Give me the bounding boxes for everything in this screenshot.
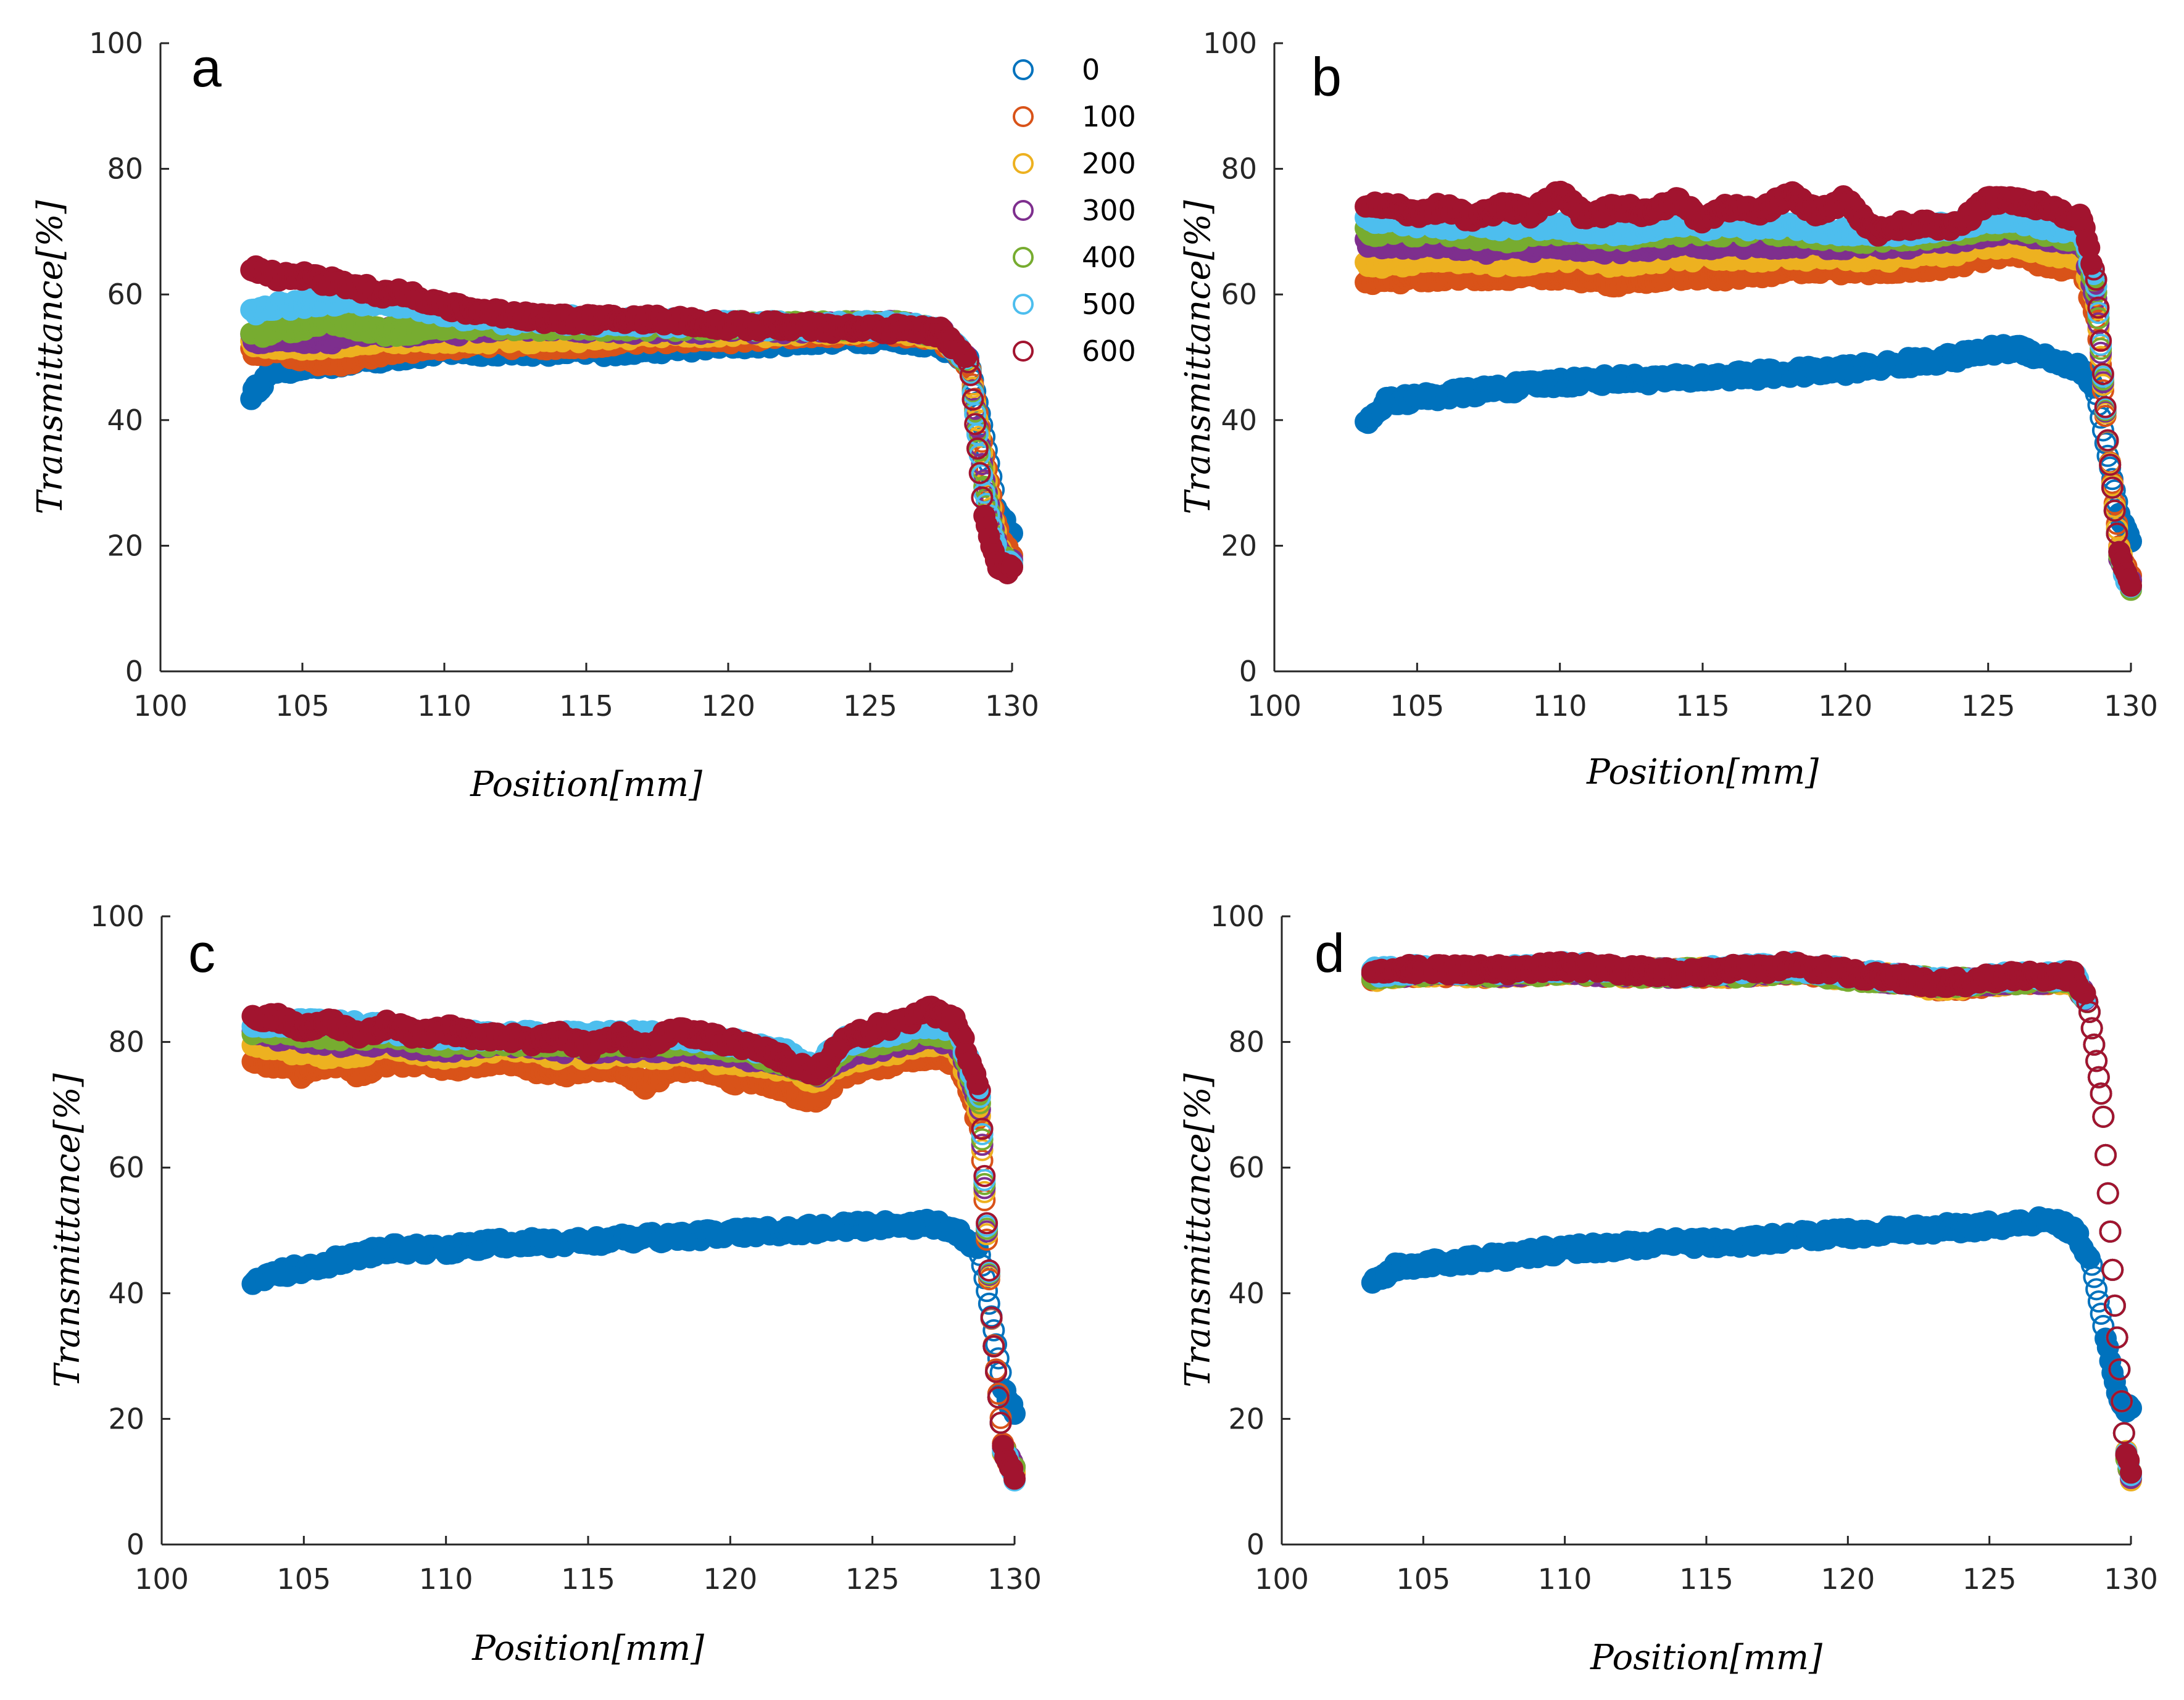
data-point [971, 464, 994, 487]
x-tick-label: 100 [135, 1562, 189, 1596]
legend-marker [1013, 106, 1034, 127]
y-tick-label: 40 [1221, 404, 1257, 437]
y-tick-label: 0 [125, 655, 143, 688]
data-point [971, 458, 994, 481]
legend-label: 500 [1082, 288, 1136, 321]
x-tick-label: 105 [275, 689, 330, 723]
legend-marker [1013, 59, 1034, 80]
y-tick-label: 40 [107, 404, 143, 437]
x-tick-label: 110 [1533, 689, 1587, 723]
y-tick-label: 80 [1221, 152, 1257, 186]
data-point [2120, 574, 2142, 597]
y-axis-title: Transmittance[%] [1178, 200, 1218, 514]
y-tick-label: 20 [107, 529, 143, 562]
panel-letter: b [1311, 46, 1342, 107]
y-tick-label: 20 [1221, 529, 1257, 562]
data-point [973, 475, 996, 498]
y-tick-label: 100 [89, 27, 143, 60]
series-0 [1355, 334, 2142, 553]
y-tick-label: 80 [107, 152, 143, 186]
data-point [964, 413, 987, 436]
y-tick-label: 60 [107, 278, 143, 311]
legend-marker [1013, 294, 1034, 315]
legend-marker [1013, 200, 1034, 221]
y-tick-label: 0 [1239, 655, 1257, 688]
y-axis-title: Transmittance[%] [48, 1073, 88, 1387]
x-tick-label: 120 [701, 689, 755, 723]
legend-marker [1013, 153, 1034, 174]
legend-label: 100 [1082, 100, 1136, 133]
data-point [971, 452, 994, 475]
x-tick-label: 105 [1390, 689, 1444, 723]
y-tick-label: 60 [108, 1151, 144, 1184]
y-tick-label: 80 [108, 1026, 144, 1059]
series-600 [240, 255, 1023, 584]
legend: 0 100 200 300 400 500 600 [1013, 53, 1136, 368]
chart-panel-b: 100 105 110 115 120 125 130 0 20 40 60 80 100 Positio… [1178, 27, 2158, 792]
panel-letter: c [188, 923, 215, 984]
data-point [968, 462, 991, 484]
x-tick-label: 125 [843, 689, 897, 723]
y-tick-label: 100 [90, 900, 144, 933]
x-tick-label: 110 [419, 1562, 473, 1596]
chart-panel-a: 100 105 110 115 120 125 130 0 20 40 60 80 100 Positio… [30, 27, 1136, 805]
y-tick-label: 100 [1203, 27, 1257, 60]
x-tick-label: 115 [1675, 689, 1730, 723]
data-point [959, 363, 982, 386]
data-point [1001, 556, 1023, 579]
x-axis-title: Position[mm] [470, 765, 702, 805]
x-tick-label: 120 [1818, 689, 1872, 723]
y-tick-label: 40 [108, 1277, 144, 1310]
x-tick-label: 105 [276, 1562, 331, 1596]
legend-label: 300 [1082, 194, 1136, 227]
x-tick-label: 130 [985, 689, 1039, 723]
x-tick-label: 115 [561, 1562, 615, 1596]
x-axis-title: Position[mm] [1586, 752, 1819, 792]
x-tick-label: 125 [845, 1562, 900, 1596]
legend-label: 200 [1082, 147, 1136, 180]
legend-label: 600 [1082, 334, 1136, 368]
data-point [966, 437, 989, 460]
y-tick-label: 0 [127, 1528, 144, 1561]
x-tick-label: 130 [987, 1562, 1042, 1596]
legend-marker [1013, 341, 1034, 362]
x-tick-label: 115 [559, 689, 613, 723]
x-tick-label: 110 [417, 689, 471, 723]
x-tick-label: 130 [2104, 689, 2158, 723]
y-tick-label: 60 [1221, 278, 1257, 311]
legend-label: 400 [1082, 241, 1136, 274]
panel-letter: a [191, 37, 222, 98]
x-axis-title: Position[mm] [471, 1628, 704, 1669]
x-tick-label: 100 [1247, 689, 1302, 723]
legend-label: 0 [1082, 53, 1100, 86]
data-point [957, 350, 980, 373]
y-axis-title: Transmittance[%] [30, 200, 70, 514]
x-tick-label: 125 [1961, 689, 2016, 723]
x-tick-label: 120 [703, 1562, 757, 1596]
legend-marker [1013, 247, 1034, 268]
data-point [961, 388, 984, 411]
x-tick-label: 100 [133, 689, 188, 723]
y-tick-label: 20 [108, 1402, 144, 1435]
